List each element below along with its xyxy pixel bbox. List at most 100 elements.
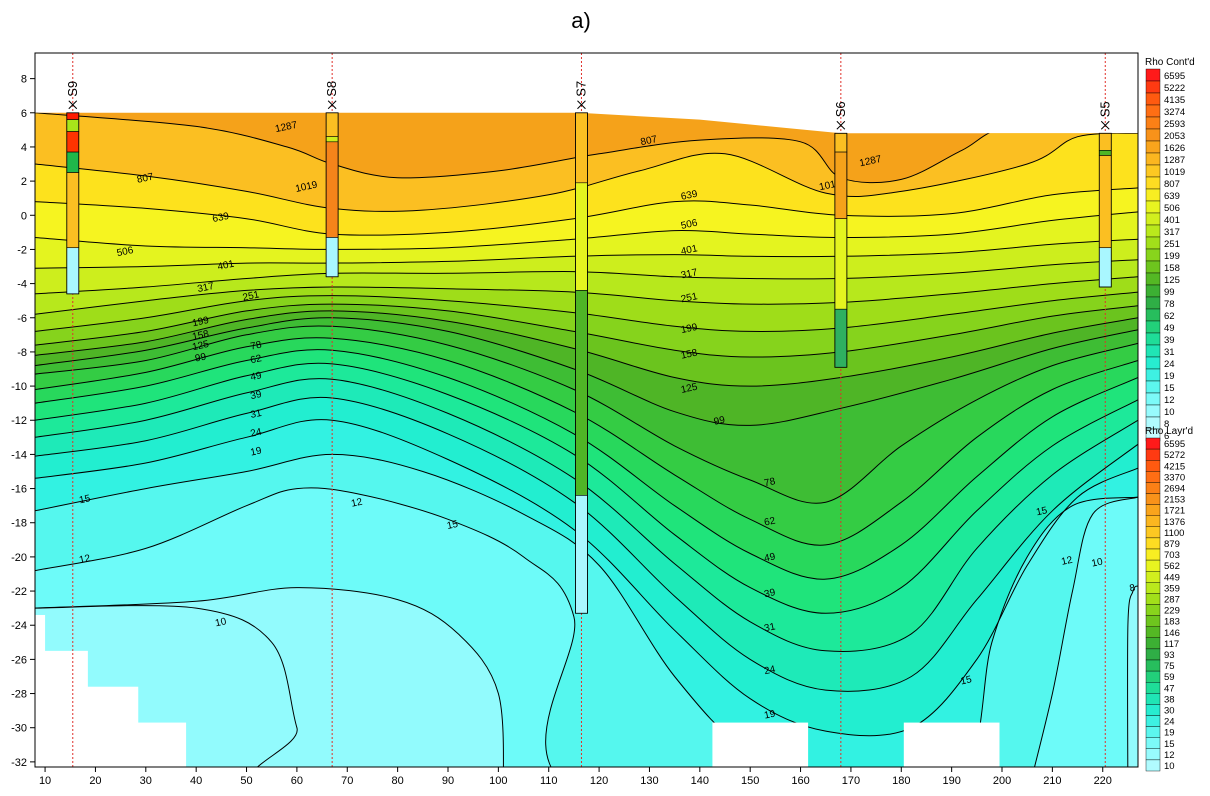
contour-line-62 bbox=[35, 337, 1138, 546]
y-tick-label: -32 bbox=[11, 757, 27, 769]
y-tick-label: -14 bbox=[11, 449, 27, 461]
borehole-segment bbox=[66, 112, 80, 120]
contour-line-158 bbox=[35, 303, 1138, 358]
legend-swatch bbox=[1145, 116, 1161, 130]
contour-line-24 bbox=[35, 396, 1138, 692]
contour-label: 158 bbox=[680, 347, 699, 361]
legend-label: 317 bbox=[1164, 227, 1180, 238]
borehole-label: S8 bbox=[324, 81, 339, 97]
contour-line-807 bbox=[35, 132, 1138, 212]
legend-swatch bbox=[1145, 504, 1161, 516]
borehole-segment bbox=[66, 119, 80, 132]
legend-label: 1376 bbox=[1164, 517, 1185, 528]
contour-label: 39 bbox=[250, 389, 264, 402]
contour-label: 506 bbox=[116, 245, 135, 259]
legend-label: 1626 bbox=[1164, 143, 1185, 154]
legend-label: 8 bbox=[1164, 419, 1169, 430]
legend-label: 38 bbox=[1164, 694, 1175, 705]
y-tick-label: -24 bbox=[11, 620, 27, 632]
contour-label: 317 bbox=[196, 281, 215, 295]
x-tick-label: 160 bbox=[791, 775, 809, 787]
contour-label: 199 bbox=[191, 315, 210, 329]
legend-swatch bbox=[1145, 332, 1161, 346]
legend-swatch bbox=[1145, 212, 1161, 226]
borehole-marker-icon bbox=[836, 120, 846, 130]
borehole-segment bbox=[1098, 155, 1112, 249]
x-tick-label: 10 bbox=[39, 775, 51, 787]
x-tick-label: 150 bbox=[741, 775, 759, 787]
contour-label: 639 bbox=[680, 189, 699, 203]
legend-swatch bbox=[1145, 152, 1161, 166]
contour-line-10 bbox=[35, 605, 1138, 768]
x-tick-label: 140 bbox=[691, 775, 709, 787]
legend-swatch bbox=[1145, 559, 1161, 572]
y-tick-label: -10 bbox=[11, 381, 27, 393]
x-tick-label: 110 bbox=[540, 775, 558, 787]
figure-label: a) bbox=[571, 8, 591, 33]
legend-swatch bbox=[1145, 128, 1161, 142]
legend-label: 3370 bbox=[1164, 472, 1185, 483]
borehole-label: S9 bbox=[65, 81, 80, 97]
legend-label: 10 bbox=[1164, 407, 1175, 418]
contour-label: 62 bbox=[250, 353, 264, 366]
x-tick-label: 50 bbox=[240, 775, 252, 787]
borehole-segment bbox=[325, 237, 339, 278]
legend-swatch bbox=[1145, 482, 1161, 494]
blank-area-3 bbox=[35, 722, 187, 767]
band-edge-right bbox=[1127, 585, 1138, 768]
y-tick-label: 4 bbox=[21, 142, 27, 154]
legend-label: 199 bbox=[1164, 251, 1180, 262]
legend-label: 99 bbox=[1164, 287, 1175, 298]
contour-line-199 bbox=[35, 291, 1138, 332]
borehole-label: S7 bbox=[573, 81, 588, 97]
contour-line-125 bbox=[35, 310, 1138, 387]
borehole-segment bbox=[1098, 132, 1112, 151]
legend-swatch bbox=[1145, 68, 1161, 82]
legend-swatch bbox=[1145, 92, 1161, 106]
contour-label: 125 bbox=[680, 382, 699, 396]
y-tick-label: 6 bbox=[21, 108, 27, 120]
y-tick-label: -2 bbox=[17, 244, 27, 256]
legend-label: 19 bbox=[1164, 728, 1175, 739]
legend-label: 562 bbox=[1164, 561, 1180, 572]
contour-label: 639 bbox=[212, 211, 231, 225]
legend-label: 5222 bbox=[1164, 83, 1185, 94]
borehole-segment bbox=[66, 172, 80, 249]
borehole-segment bbox=[66, 247, 80, 295]
x-tick-label: 130 bbox=[640, 775, 658, 787]
y-tick-label: -12 bbox=[11, 415, 27, 427]
contour-label: 506 bbox=[680, 218, 699, 232]
legend-label: 93 bbox=[1164, 650, 1175, 661]
contour-line-19 bbox=[35, 419, 1138, 737]
legend-label: 807 bbox=[1164, 179, 1180, 190]
x-tick-label: 220 bbox=[1094, 775, 1112, 787]
borehole-segment bbox=[575, 112, 588, 184]
contour-label: 10 bbox=[1091, 556, 1105, 569]
legend-swatch bbox=[1145, 344, 1161, 358]
legend-label: 30 bbox=[1164, 706, 1175, 717]
legend-label: 59 bbox=[1164, 672, 1175, 683]
contour-label: 807 bbox=[640, 134, 659, 148]
contour-label: 158 bbox=[191, 329, 210, 343]
borehole-outline-S7 bbox=[575, 112, 588, 614]
legend-label: 287 bbox=[1164, 595, 1180, 606]
legend-swatch bbox=[1145, 308, 1161, 322]
legend-label: 401 bbox=[1164, 215, 1180, 226]
contour-label: 78 bbox=[250, 339, 264, 352]
y-tick-label: 8 bbox=[21, 74, 27, 86]
legend-swatch bbox=[1145, 188, 1161, 202]
borehole-segment bbox=[575, 290, 588, 496]
x-tick-label: 180 bbox=[892, 775, 910, 787]
contour-label: 15 bbox=[960, 674, 974, 687]
borehole-segment bbox=[325, 141, 339, 238]
contour-line-401 bbox=[35, 238, 1138, 269]
legend-label: 639 bbox=[1164, 191, 1180, 202]
y-tick-label: -18 bbox=[11, 518, 27, 530]
legend-label: 12 bbox=[1164, 750, 1175, 761]
borehole-segment bbox=[834, 308, 848, 368]
borehole-segment bbox=[66, 151, 80, 173]
x-tick-label: 20 bbox=[89, 775, 101, 787]
boreholes: S9 S8 S7 S6 S5 bbox=[65, 53, 1112, 767]
axes: 10 20 30 40 50 60 70 80 90 100 110 120 130 140 150 160 1… bbox=[11, 52, 1139, 787]
